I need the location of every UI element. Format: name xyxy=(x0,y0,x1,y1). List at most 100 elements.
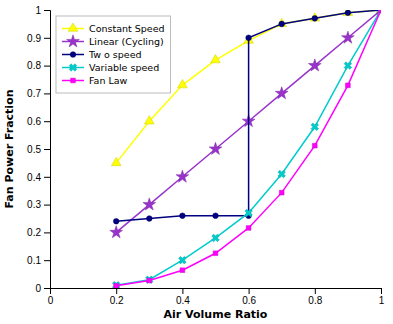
marker xyxy=(111,280,122,288)
marker xyxy=(243,207,254,218)
y-tick: 0 xyxy=(35,283,50,294)
legend-marker xyxy=(70,52,76,58)
x-tick: 0 xyxy=(48,288,54,306)
x-tick-label: 0.8 xyxy=(308,295,322,306)
legend-item: Variable speed xyxy=(62,62,159,73)
x-tick-mark xyxy=(381,288,382,294)
marker xyxy=(309,121,320,132)
y-tick: 0.2 xyxy=(27,227,50,238)
marker xyxy=(111,157,121,165)
marker xyxy=(110,226,123,238)
y-tick-mark xyxy=(44,149,50,150)
marker xyxy=(342,31,355,43)
y-tick-label: 0.4 xyxy=(27,172,41,183)
y-tick: 0.7 xyxy=(27,88,50,99)
marker xyxy=(312,16,318,22)
marker xyxy=(176,170,189,182)
marker xyxy=(144,116,154,124)
marker xyxy=(177,255,188,266)
y-tick-label: 0.1 xyxy=(27,255,41,266)
y-tick: 0.6 xyxy=(27,116,50,127)
marker xyxy=(246,226,251,231)
marker xyxy=(209,142,222,154)
marker xyxy=(113,218,119,224)
y-tick-mark xyxy=(44,260,50,261)
y-tick-mark xyxy=(44,66,50,67)
marker xyxy=(345,10,351,16)
x-axis-title: Air Volume Ratio xyxy=(164,308,268,321)
y-tick-mark xyxy=(44,288,50,289)
marker xyxy=(308,59,321,71)
x-tick: 0.6 xyxy=(242,288,256,306)
marker xyxy=(379,10,381,12)
legend-marker xyxy=(67,35,80,47)
marker xyxy=(246,35,252,41)
chart: 00.20.40.60.8100.10.20.30.40.50.60.70.80… xyxy=(0,0,393,324)
legend-label: Constant Speed xyxy=(89,23,165,34)
x-tick-mark xyxy=(249,288,250,294)
y-tick-mark xyxy=(44,177,50,178)
marker xyxy=(210,232,221,243)
marker xyxy=(346,83,351,88)
marker xyxy=(279,190,284,195)
x-tick-mark xyxy=(315,288,316,294)
legend-marker xyxy=(71,78,76,83)
x-axis: 0 0.2 0.4 0.6 0.8 1 xyxy=(48,288,385,306)
plot: 00.20.40.60.8100.10.20.30.40.50.60.70.80… xyxy=(27,3,387,306)
marker xyxy=(276,168,287,179)
y-tick: 1 xyxy=(35,5,50,16)
y-tick-mark xyxy=(44,205,50,206)
marker xyxy=(312,143,317,148)
legend-marker xyxy=(67,62,78,73)
y-axis-line xyxy=(44,11,51,289)
y-tick-label: 0.5 xyxy=(27,144,41,155)
marker xyxy=(275,87,288,99)
y-tick-mark xyxy=(44,121,50,122)
legend-label: Linear (Cycling) xyxy=(89,36,164,47)
y-tick-label: 0.7 xyxy=(27,88,41,99)
marker xyxy=(180,213,186,219)
y-tick-mark xyxy=(44,10,50,11)
legend-label: Fan Law xyxy=(89,75,128,86)
y-tick: 0.1 xyxy=(27,255,50,266)
x-tick: 0.8 xyxy=(308,288,322,306)
legend-label: Tw o speed xyxy=(88,49,142,60)
y-tick-label: 0.2 xyxy=(27,227,41,238)
legend-item: Linear (Cycling) xyxy=(62,35,164,47)
legend-item: Constant Speed xyxy=(62,23,165,34)
x-tick-label: 0.6 xyxy=(242,295,256,306)
y-tick: 0.3 xyxy=(27,199,50,210)
y-axis: 0 0.1 0.2 0.3 0.4 0.5 0.6 0.7 0.8 0.9 1 xyxy=(27,5,50,294)
x-tick: 1 xyxy=(379,288,385,306)
x-tick-label: 0.4 xyxy=(176,295,190,306)
marker xyxy=(213,251,218,256)
x-tick: 0.4 xyxy=(176,288,190,306)
marker xyxy=(310,13,320,21)
marker xyxy=(147,278,152,283)
y-tick-mark xyxy=(44,38,50,39)
legend: Constant Speed Linear (Cycling) Tw o speed… xyxy=(56,16,171,93)
legend-item: Tw o speed xyxy=(62,49,142,60)
y-tick: 0.9 xyxy=(27,33,50,44)
x-axis-line xyxy=(51,289,382,295)
legend-marker xyxy=(68,23,78,31)
y-tick: 0.8 xyxy=(27,60,50,71)
y-tick-mark xyxy=(44,232,50,233)
marker xyxy=(143,198,156,210)
x-tick-label: 0 xyxy=(48,295,54,306)
x-tick-label: 0.2 xyxy=(110,295,124,306)
x-tick: 0.2 xyxy=(110,288,124,306)
marker xyxy=(180,268,185,273)
x-tick-mark xyxy=(182,288,183,294)
y-tick-label: 0.6 xyxy=(27,116,41,127)
legend-label: Variable speed xyxy=(89,62,159,73)
marker xyxy=(342,60,353,71)
y-axis-title: Fan Power Fraction xyxy=(3,89,16,208)
marker xyxy=(178,80,188,88)
marker xyxy=(279,21,285,27)
x-tick-label: 1 xyxy=(379,295,385,306)
marker xyxy=(378,10,381,13)
marker xyxy=(146,216,152,222)
y-tick-mark xyxy=(44,93,50,94)
legend-item: Fan Law xyxy=(62,75,128,86)
